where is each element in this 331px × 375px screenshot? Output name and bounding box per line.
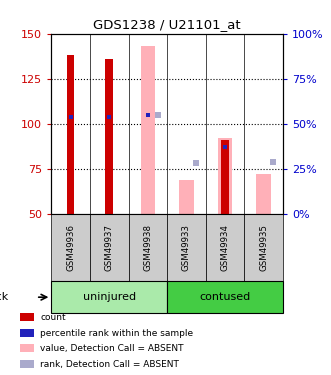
- Bar: [51, 214, 90, 281]
- Text: GSM49938: GSM49938: [143, 224, 152, 271]
- Title: GDS1238 / U21101_at: GDS1238 / U21101_at: [93, 18, 241, 31]
- Bar: [244, 214, 283, 281]
- Text: count: count: [40, 313, 66, 322]
- Text: shock: shock: [0, 292, 8, 302]
- Bar: [90, 214, 128, 281]
- Bar: [20, 344, 34, 352]
- Text: GSM49935: GSM49935: [259, 224, 268, 271]
- Bar: [256, 174, 271, 214]
- Text: GSM49934: GSM49934: [220, 224, 230, 271]
- Bar: [20, 313, 34, 321]
- Bar: [167, 281, 283, 313]
- Bar: [51, 281, 167, 313]
- Text: contused: contused: [200, 292, 251, 302]
- Text: value, Detection Call = ABSENT: value, Detection Call = ABSENT: [40, 344, 184, 353]
- Bar: [218, 138, 232, 214]
- Text: GSM49937: GSM49937: [105, 224, 114, 271]
- Text: percentile rank within the sample: percentile rank within the sample: [40, 329, 194, 338]
- Bar: [105, 59, 113, 214]
- Bar: [20, 329, 34, 337]
- Bar: [167, 214, 206, 281]
- Bar: [20, 360, 34, 368]
- Bar: [179, 180, 194, 214]
- Bar: [206, 214, 244, 281]
- Bar: [67, 56, 74, 214]
- Bar: [221, 140, 229, 214]
- Bar: [140, 46, 155, 214]
- Text: uninjured: uninjured: [83, 292, 136, 302]
- Text: GSM49936: GSM49936: [66, 224, 75, 271]
- Bar: [128, 214, 167, 281]
- Text: GSM49933: GSM49933: [182, 224, 191, 271]
- Text: rank, Detection Call = ABSENT: rank, Detection Call = ABSENT: [40, 360, 179, 369]
